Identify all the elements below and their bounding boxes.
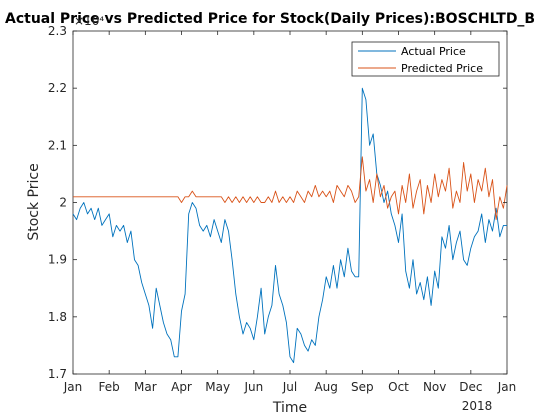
y-tick-label: 1.8 <box>48 310 67 324</box>
plot-area <box>72 30 508 375</box>
legend-box <box>351 41 500 77</box>
x-tick-label: Oct <box>388 380 409 394</box>
x-tick-label: Jan <box>63 380 83 394</box>
x-tick-label: Mar <box>134 380 157 394</box>
y-tick-label: 2.2 <box>48 81 67 95</box>
x-tick-label: Jan <box>497 380 517 394</box>
x-tick-label: May <box>205 380 230 394</box>
chart-title: Actual Price vs Predicted Price for Stoc… <box>5 11 535 27</box>
series-layer <box>72 87 508 364</box>
x-tick-label: Sep <box>351 380 374 394</box>
y-tick-label: 2.3 <box>48 24 67 38</box>
legend-label-predicted: Predicted Price <box>401 62 483 75</box>
x-tick-label: Jul <box>282 380 297 394</box>
x-tick-label: Dec <box>459 380 482 394</box>
y-tick-label: 2.1 <box>48 138 67 152</box>
year-label: 2018 <box>462 399 493 413</box>
y-axis-label: Stock Price <box>26 163 42 240</box>
x-axis-ticks: Jan Feb Mar Apr May Jun Jul Aug Sep Oct Nov Dec Jan <box>63 31 517 394</box>
legend-label-actual: Actual Price <box>401 45 466 58</box>
x-tick-label: Jun <box>243 380 263 394</box>
legend: Actual Price Predicted Price <box>351 41 500 77</box>
y-tick-label: 1.7 <box>48 367 67 381</box>
x-tick-label: Aug <box>314 380 337 394</box>
x-tick-label: Feb <box>99 380 120 394</box>
x-tick-label: Apr <box>171 380 192 394</box>
series-line-actual-price <box>72 87 507 364</box>
y-tick-label: 2 <box>59 196 67 210</box>
series-line-predicted-price <box>73 156 508 221</box>
y-axis-ticks: 1.7 1.8 1.9 2 2.1 2.2 2.3 <box>48 24 507 381</box>
y-exponent-label: ×10⁴ <box>74 14 104 28</box>
x-tick-label: Nov <box>423 380 446 394</box>
y-tick-label: 1.9 <box>48 253 67 267</box>
x-axis-label: Time <box>272 400 307 416</box>
